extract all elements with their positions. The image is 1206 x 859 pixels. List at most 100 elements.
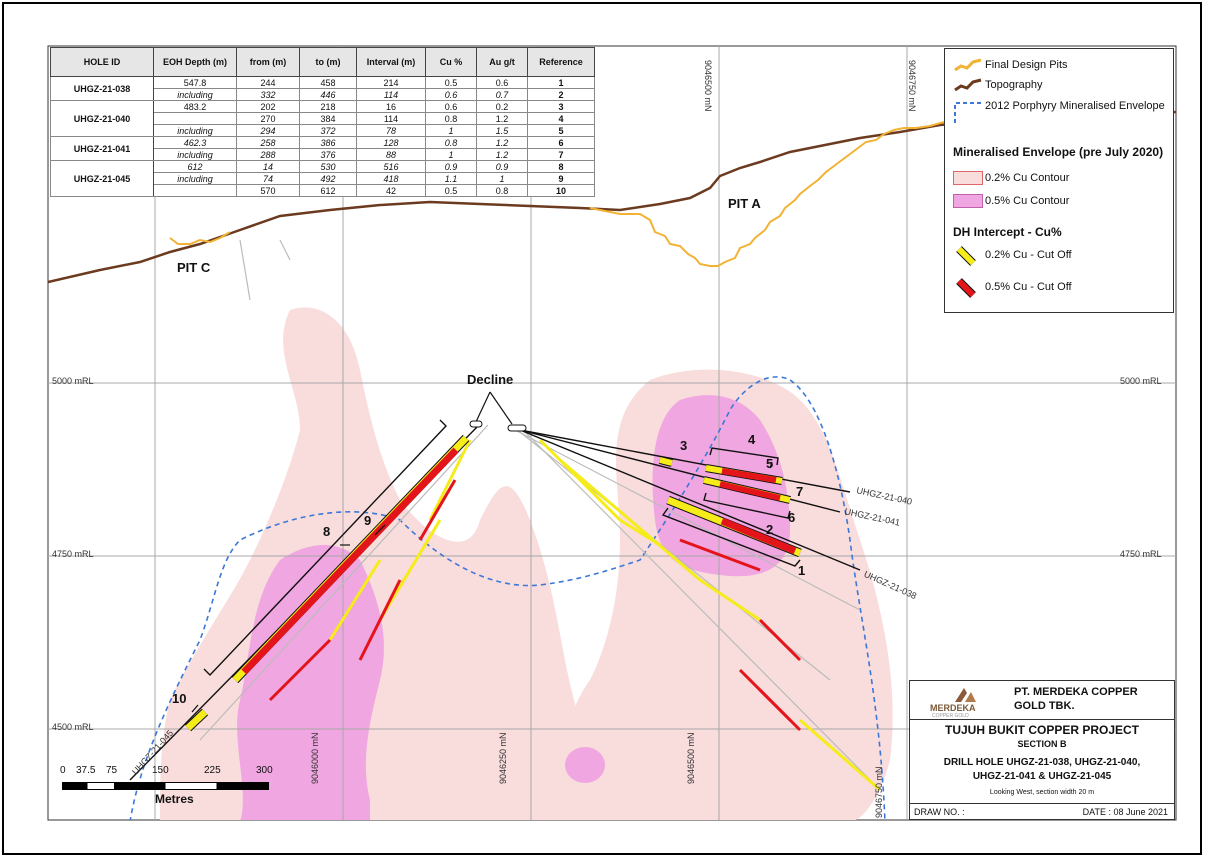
table-cell-au: 1 xyxy=(476,172,528,185)
hole-id-cell: UHGZ-21-041 xyxy=(50,136,154,161)
scale-tick-0: 0 xyxy=(60,765,66,776)
hole-id-cell: UHGZ-21-045 xyxy=(50,160,154,197)
decline-pointers xyxy=(191,391,773,713)
decline-portal-b xyxy=(507,424,527,432)
table-cell-to: 372 xyxy=(299,124,357,137)
table-cell-interval: 128 xyxy=(356,136,426,149)
table-cell-cu: 0.8 xyxy=(425,136,477,149)
table-cell-interval: 78 xyxy=(356,124,426,137)
table-header-row: HOLE ID EOH Depth (m) from (m) to (m) Interv… xyxy=(50,47,595,77)
table-cell-au: 1.2 xyxy=(476,148,528,161)
table-cell-from: 270 xyxy=(236,112,300,125)
table-cell-to: 458 xyxy=(299,76,357,89)
contour-05-swatch xyxy=(953,194,983,208)
rl-label-5000-left: 5000 mRL xyxy=(52,376,94,386)
table-cell-cu: 0.5 xyxy=(425,184,477,197)
title-block: MERDEKA COPPER GOLD PT. MERDEKA COPPER G… xyxy=(909,680,1175,820)
hole-045-intercepts xyxy=(184,434,470,732)
ref-3: 3 xyxy=(680,438,688,453)
company-row: MERDEKA COPPER GOLD PT. MERDEKA COPPER G… xyxy=(910,681,1174,720)
project-title: TUJUH BUKIT COPPER PROJECT xyxy=(944,723,1140,737)
table-cell-ref: 5 xyxy=(527,124,595,137)
legend-cutoff-02: 0.2% Cu - Cut Off xyxy=(985,249,1072,261)
table-cell-interval: 418 xyxy=(356,172,426,185)
table-row: including 74 492 418 1.1 1 9 xyxy=(51,172,595,185)
table-row: UHGZ-21-038 547.8 244 458 214 0.5 0.6 1 xyxy=(50,76,595,101)
logo-text: MERDEKA xyxy=(930,703,976,713)
table-cell-interval: 114 xyxy=(356,112,426,125)
table-row: UHGZ-21-040 483.2 202 218 16 0.6 0.2 3 xyxy=(50,100,595,137)
table-cell-au: 0.8 xyxy=(476,184,528,197)
decline-portal-a xyxy=(469,420,483,428)
table-cell-cu: 0.8 xyxy=(425,112,477,125)
rl-label-4750-left: 4750 mRL xyxy=(52,549,94,559)
table-cell-from: 294 xyxy=(236,124,300,137)
scale-unit: Metres xyxy=(155,792,194,806)
table-row: including 332 446 114 0.6 0.7 2 xyxy=(51,88,595,101)
legend-final-design-pits: Final Design Pits xyxy=(985,59,1068,71)
northing-9046250: 9046250 mN xyxy=(498,732,508,784)
table-row: UHGZ-21-041 462.3 258 386 128 0.8 1.2 6 xyxy=(50,136,595,161)
table-cell-cu: 1 xyxy=(425,148,477,161)
other-intercepts xyxy=(268,438,881,792)
draw-no: DRAW NO. : xyxy=(914,807,965,817)
table-cell-to: 492 xyxy=(299,172,357,185)
table-cell-eoh: 462.3 xyxy=(153,136,237,149)
legend-contour-02: 0.2% Cu Contour xyxy=(985,172,1070,184)
ref-1: 1 xyxy=(798,563,806,578)
section-title: SECTION B xyxy=(1017,739,1067,749)
ref-7: 7 xyxy=(796,484,804,499)
merdeka-logo-icon xyxy=(955,688,976,702)
table-cell-cu: 1 xyxy=(425,124,477,137)
table-row: including 294 372 78 1 1.5 5 xyxy=(51,124,595,137)
table-cell-eoh: including xyxy=(153,148,237,161)
table-cell-ref: 9 xyxy=(527,172,595,185)
hole-041-intercepts xyxy=(703,476,791,504)
ref-5: 5 xyxy=(766,456,774,471)
ref-2: 2 xyxy=(766,522,774,537)
table-cell-cu: 1.1 xyxy=(425,172,477,185)
table-cell-eoh xyxy=(153,112,237,125)
pit-swatch xyxy=(954,58,982,72)
table-cell-interval: 214 xyxy=(356,76,426,89)
topography-swatch xyxy=(954,78,982,92)
table-header-cell: from (m) xyxy=(236,47,300,77)
table-cell-to: 446 xyxy=(299,88,357,101)
table-cell-from: 244 xyxy=(236,76,300,89)
scale-bar-graphic xyxy=(62,782,269,790)
table-cell-from: 570 xyxy=(236,184,300,197)
pit-c-outline xyxy=(169,231,231,245)
contour-02-swatch xyxy=(953,171,983,185)
hole-id-cell: UHGZ-21-038 xyxy=(50,76,154,101)
porphyry-envelope xyxy=(129,376,886,820)
table-cell-to: 376 xyxy=(299,148,357,161)
intercept-brackets xyxy=(203,419,801,677)
hole-id-cell: UHGZ-21-040 xyxy=(50,100,154,137)
table-header-cell: Interval (m) xyxy=(356,47,426,77)
table-cell-au: 1.2 xyxy=(476,112,528,125)
table-cell-interval: 88 xyxy=(356,148,426,161)
table-cell-ref: 7 xyxy=(527,148,595,161)
northing-9046750: 9046750 mN xyxy=(874,766,884,818)
table-cell-ref: 4 xyxy=(527,112,595,125)
view-note: Looking West, section width 20 m xyxy=(989,789,1095,796)
table-cell-eoh: 483.2 xyxy=(153,100,237,113)
rl-label-4750-right: 4750 mRL xyxy=(1120,549,1162,559)
contour-05-small xyxy=(565,747,605,783)
table-row: 570 612 42 0.5 0.8 10 xyxy=(51,184,595,197)
ref-8: 8 xyxy=(323,524,331,539)
table-header-cell: EOH Depth (m) xyxy=(153,47,237,77)
cutoff-05-swatch xyxy=(956,278,976,298)
table-cell-cu: 0.9 xyxy=(425,160,477,173)
table-cell-eoh: 547.8 xyxy=(153,76,237,89)
rl-label-4500-left: 4500 mRL xyxy=(52,722,94,732)
northing-top-9046500: 9046500 mN xyxy=(703,60,713,112)
table-cell-au: 0.7 xyxy=(476,88,528,101)
table-cell-to: 218 xyxy=(299,100,357,113)
table-cell-ref: 10 xyxy=(527,184,595,197)
table-cell-from: 288 xyxy=(236,148,300,161)
table-cell-ref: 3 xyxy=(527,100,595,113)
legend-porphyry-envelope: 2012 Porphyry Mineralised Envelope xyxy=(985,100,1165,112)
